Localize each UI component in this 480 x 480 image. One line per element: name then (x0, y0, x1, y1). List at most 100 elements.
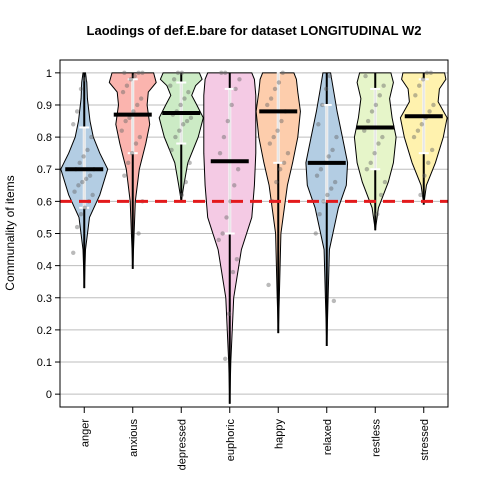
data-point (416, 128, 420, 132)
data-point (272, 135, 276, 139)
data-point (172, 77, 176, 81)
y-tick-label: 0.7 (37, 164, 52, 176)
data-point (427, 109, 431, 113)
data-point (314, 231, 318, 235)
data-point (90, 193, 94, 197)
data-point (374, 103, 378, 107)
data-point (125, 84, 129, 88)
data-point (220, 231, 224, 235)
violin-depressed (159, 71, 203, 202)
data-point (180, 71, 184, 75)
data-point (365, 167, 369, 171)
data-point (319, 167, 323, 171)
data-point (232, 183, 236, 187)
data-point (422, 173, 426, 177)
data-point (81, 154, 85, 158)
data-point (237, 77, 241, 81)
data-point (177, 128, 181, 132)
data-point (186, 90, 190, 94)
data-point (88, 173, 92, 177)
y-tick-label: 0.1 (37, 357, 52, 369)
data-point (218, 151, 222, 155)
y-axis-label: Communality of items (3, 175, 17, 290)
data-point (89, 135, 93, 139)
data-point (366, 119, 370, 123)
data-point (413, 93, 417, 97)
data-point (325, 193, 329, 197)
data-point (72, 190, 76, 194)
data-point (266, 283, 270, 287)
data-point (370, 109, 374, 113)
data-point (275, 128, 279, 132)
data-point (273, 87, 277, 91)
data-point (76, 183, 80, 187)
data-point (219, 71, 223, 75)
data-point (75, 109, 79, 113)
chart-title: Laodings of def.E.bare for dataset LONGI… (87, 23, 422, 38)
data-point (430, 148, 434, 152)
data-point (78, 161, 82, 165)
data-point (379, 193, 383, 197)
data-point (83, 77, 87, 81)
data-point (223, 357, 227, 361)
data-point (268, 141, 272, 145)
data-point (274, 180, 278, 184)
violin-stressed (400, 71, 447, 205)
data-point (132, 74, 136, 78)
data-point (129, 77, 133, 81)
data-point (79, 87, 83, 91)
data-point (380, 135, 384, 139)
data-point (169, 148, 173, 152)
data-point (426, 161, 430, 165)
data-point (277, 80, 281, 84)
data-point (316, 122, 320, 126)
data-point (168, 84, 172, 88)
data-point (286, 151, 290, 155)
data-point (334, 135, 338, 139)
data-point (181, 122, 185, 126)
data-point (123, 119, 127, 123)
data-point (224, 215, 228, 219)
y-tick-label: 0.5 (37, 229, 52, 241)
data-point (71, 251, 75, 255)
data-point (320, 103, 324, 107)
data-point (121, 90, 125, 94)
data-point (333, 180, 337, 184)
data-point (332, 299, 336, 303)
data-point (134, 141, 138, 145)
data-point (431, 103, 435, 107)
data-point (226, 119, 230, 123)
data-point (130, 151, 134, 155)
data-point (83, 206, 87, 210)
data-point (180, 193, 184, 197)
violin-anxious (109, 71, 156, 269)
data-point (425, 71, 429, 75)
data-point (282, 161, 286, 165)
x-tick-label: restless (370, 419, 382, 457)
data-point (420, 122, 424, 126)
data-point (187, 161, 191, 165)
data-point (412, 135, 416, 139)
data-point (429, 71, 433, 75)
y-tick-label: 0.3 (37, 293, 52, 305)
violin-restless (354, 73, 396, 230)
data-point (372, 151, 376, 155)
data-point (235, 257, 239, 261)
data-point (229, 103, 233, 107)
data-point (233, 87, 237, 91)
data-point (120, 128, 124, 132)
data-point (184, 180, 188, 184)
data-point (417, 84, 421, 88)
data-point (321, 199, 325, 203)
y-tick-label: 0.6 (37, 196, 52, 208)
x-tick-label: stressed (419, 419, 431, 461)
data-point (376, 141, 380, 145)
data-point (269, 96, 273, 100)
x-tick-label: depressed (176, 419, 188, 470)
data-point (122, 173, 126, 177)
violin-euphoric (204, 71, 256, 404)
y-tick-label: 0 (46, 389, 52, 401)
data-point (135, 103, 139, 107)
data-point (140, 71, 144, 75)
